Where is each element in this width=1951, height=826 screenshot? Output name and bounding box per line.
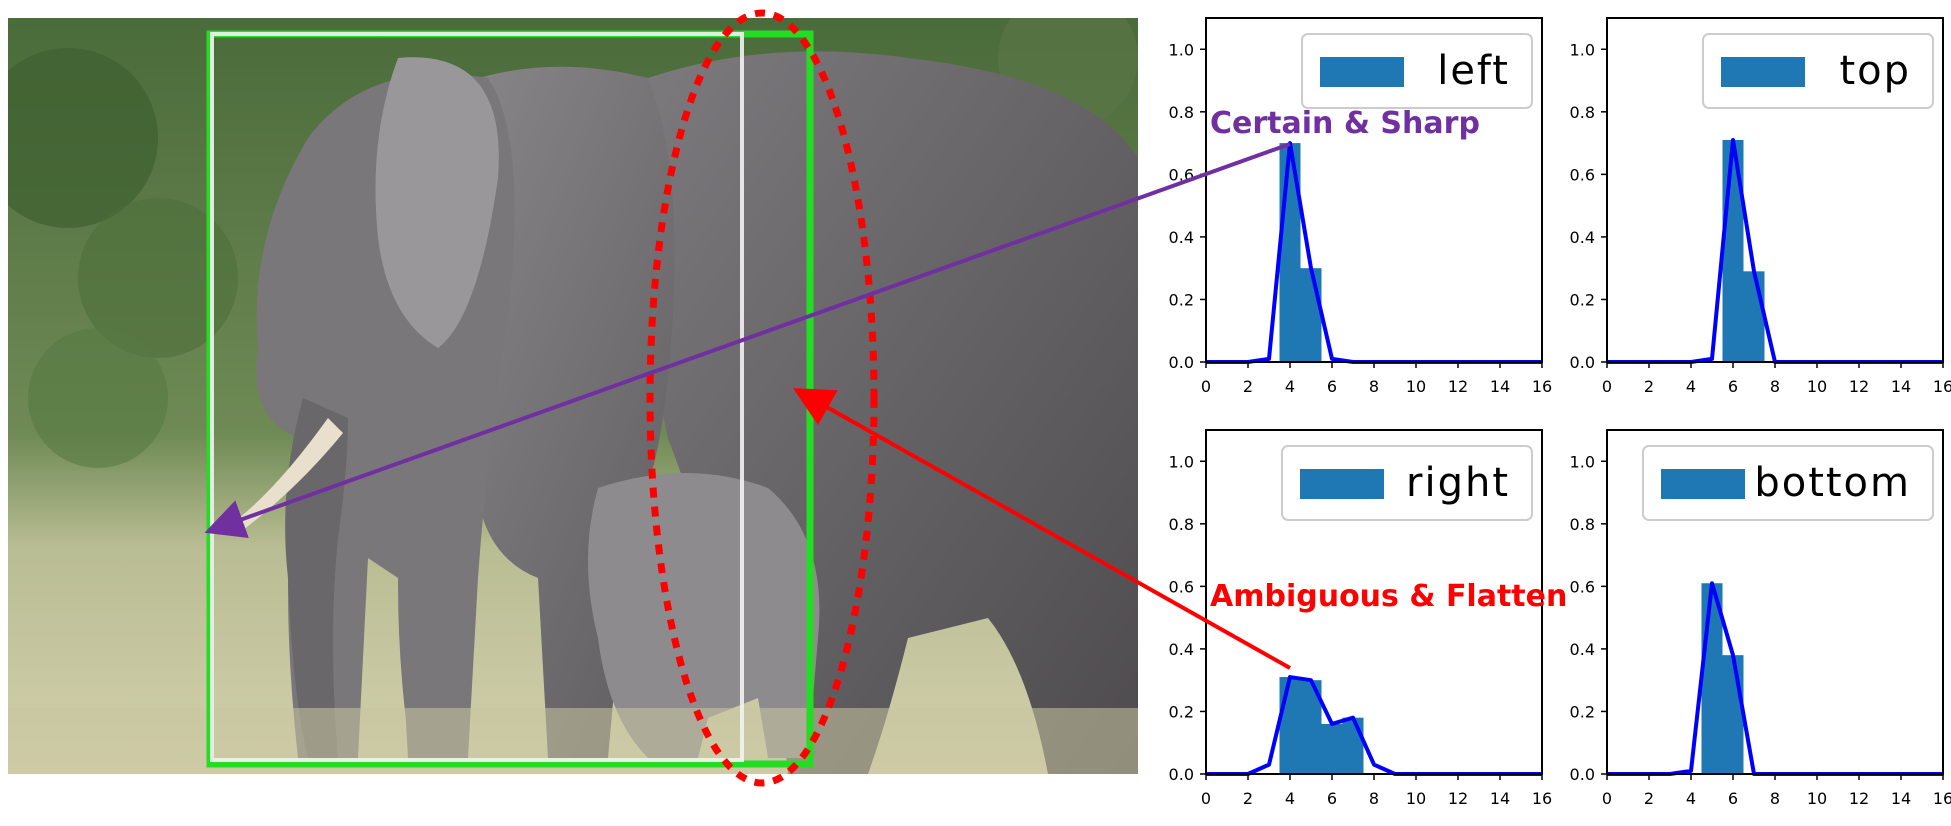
chart-left-xtick-label-8: 16: [1532, 377, 1552, 396]
chart-bottom-legend-swatch: [1661, 469, 1745, 499]
chart-right-xtick-label-6: 12: [1448, 789, 1468, 808]
chart-top-xtick-label-4: 8: [1770, 377, 1780, 396]
chart-right-xtick-label-4: 8: [1369, 789, 1379, 808]
chart-top-xtick-label-0: 0: [1602, 377, 1612, 396]
chart-top-legend-swatch: [1721, 57, 1805, 87]
chart-bottom-ytick-label-4: 0.8: [1570, 515, 1595, 534]
chart-bottom-legend-box: [1642, 445, 1934, 521]
chart-top-ytick-label-2: 0.4: [1570, 228, 1595, 247]
chart-top-legend-label: top: [1839, 48, 1911, 94]
chart-right-xtick-label-1: 2: [1243, 789, 1253, 808]
chart-bottom-xtick-label-5: 10: [1807, 789, 1827, 808]
chart-right-legend-swatch: [1300, 469, 1384, 499]
chart-left-ytick-label-5: 1.0: [1169, 40, 1194, 59]
chart-right-ytick-label-4: 0.8: [1169, 515, 1194, 534]
chart-left-legend-label: left: [1437, 48, 1510, 94]
chart-right-ytick-label-2: 0.4: [1169, 640, 1194, 659]
chart-top-ytick-label-1: 0.2: [1570, 290, 1595, 309]
chart-bottom-xtick-label-7: 14: [1891, 789, 1911, 808]
chart-top-bar-1: [1743, 271, 1765, 362]
chart-bottom-xtick-label-3: 6: [1728, 789, 1738, 808]
chart-right-xtick-label-2: 4: [1285, 789, 1295, 808]
chart-left-legend-box: [1301, 33, 1533, 109]
chart-top-ytick-label-3: 0.6: [1570, 165, 1595, 184]
chart-bottom-curve: [1607, 581, 1943, 776]
chart-right-ytick-label-1: 0.2: [1169, 702, 1194, 721]
chart-top-xtick-label-6: 12: [1849, 377, 1869, 396]
chart-right-bar-2: [1321, 723, 1343, 774]
chart-right-xtick-label-0: 0: [1201, 789, 1211, 808]
chart-right-ytick-label-3: 0.6: [1169, 577, 1194, 596]
chart-top-xtick-label-5: 10: [1807, 377, 1827, 396]
chart-left-xtick-label-3: 6: [1327, 377, 1337, 396]
chart-right-bar-1: [1300, 680, 1322, 774]
chart-top-xtick-label-8: 16: [1933, 377, 1951, 396]
chart-left-legend-swatch: [1320, 57, 1404, 87]
chart-bottom-xtick-label-0: 0: [1602, 789, 1612, 808]
chart-left-ytick-label-3: 0.6: [1169, 165, 1194, 184]
chart-top-xtick-label-2: 4: [1686, 377, 1696, 396]
chart-left-xtick-label-4: 8: [1369, 377, 1379, 396]
chart-left-xtick-label-5: 10: [1406, 377, 1426, 396]
chart-top-ytick-label-5: 1.0: [1570, 40, 1595, 59]
chart-top-xtick-label-7: 14: [1891, 377, 1911, 396]
chart-left-ytick-label-2: 0.4: [1169, 228, 1194, 247]
chart-left-curve: [1206, 141, 1542, 364]
chart-right-xtick-label-7: 14: [1490, 789, 1510, 808]
chart-top-ytick-label-0: 0.0: [1570, 353, 1595, 372]
chart-right-legend-label: right: [1406, 460, 1510, 506]
chart-bottom-ytick-label-0: 0.0: [1570, 765, 1595, 784]
chart-left-ytick-label-1: 0.2: [1169, 290, 1194, 309]
chart-bottom-ytick-label-1: 0.2: [1570, 702, 1595, 721]
chart-right-curve: [1206, 675, 1542, 776]
chart-right-ytick-label-0: 0.0: [1169, 765, 1194, 784]
chart-top-ytick-label-4: 0.8: [1570, 103, 1595, 122]
chart-top-legend-box: [1702, 33, 1934, 109]
chart-right-xtick-label-5: 10: [1406, 789, 1426, 808]
chart-left-xtick-label-0: 0: [1201, 377, 1211, 396]
chart-right-xtick-label-3: 6: [1327, 789, 1337, 808]
chart-bottom-xtick-label-2: 4: [1686, 789, 1696, 808]
certain-sharp-label: Certain & Sharp: [1210, 106, 1480, 141]
ambiguous-flatten-label: Ambiguous & Flatten: [1210, 579, 1568, 614]
chart-bottom-xtick-label-4: 8: [1770, 789, 1780, 808]
chart-left-xtick-label-1: 2: [1243, 377, 1253, 396]
chart-left-bar-1: [1300, 268, 1322, 362]
chart-right-xtick-label-8: 16: [1532, 789, 1552, 808]
chart-bottom-xtick-label-1: 2: [1644, 789, 1654, 808]
chart-right-bar-0: [1279, 677, 1301, 774]
chart-bottom-bar-1: [1722, 655, 1744, 774]
chart-left-xtick-label-2: 4: [1285, 377, 1295, 396]
chart-bottom-xtick-label-8: 16: [1933, 789, 1951, 808]
chart-left-ytick-label-4: 0.8: [1169, 103, 1194, 122]
chart-right-ytick-label-5: 1.0: [1169, 452, 1194, 471]
chart-left-xtick-label-6: 12: [1448, 377, 1468, 396]
chart-bottom-ytick-label-3: 0.6: [1570, 577, 1595, 596]
chart-bottom-xtick-label-6: 12: [1849, 789, 1869, 808]
chart-bottom-legend-label: bottom: [1754, 460, 1911, 506]
chart-left-ytick-label-0: 0.0: [1169, 353, 1194, 372]
chart-left-xtick-label-7: 14: [1490, 377, 1510, 396]
chart-bottom-ytick-label-5: 1.0: [1570, 452, 1595, 471]
chart-top-xtick-label-3: 6: [1728, 377, 1738, 396]
chart-top-xtick-label-1: 2: [1644, 377, 1654, 396]
chart-bottom-ytick-label-2: 0.4: [1570, 640, 1595, 659]
chart-right-bar-3: [1342, 717, 1364, 774]
chart-top-curve: [1607, 137, 1943, 364]
